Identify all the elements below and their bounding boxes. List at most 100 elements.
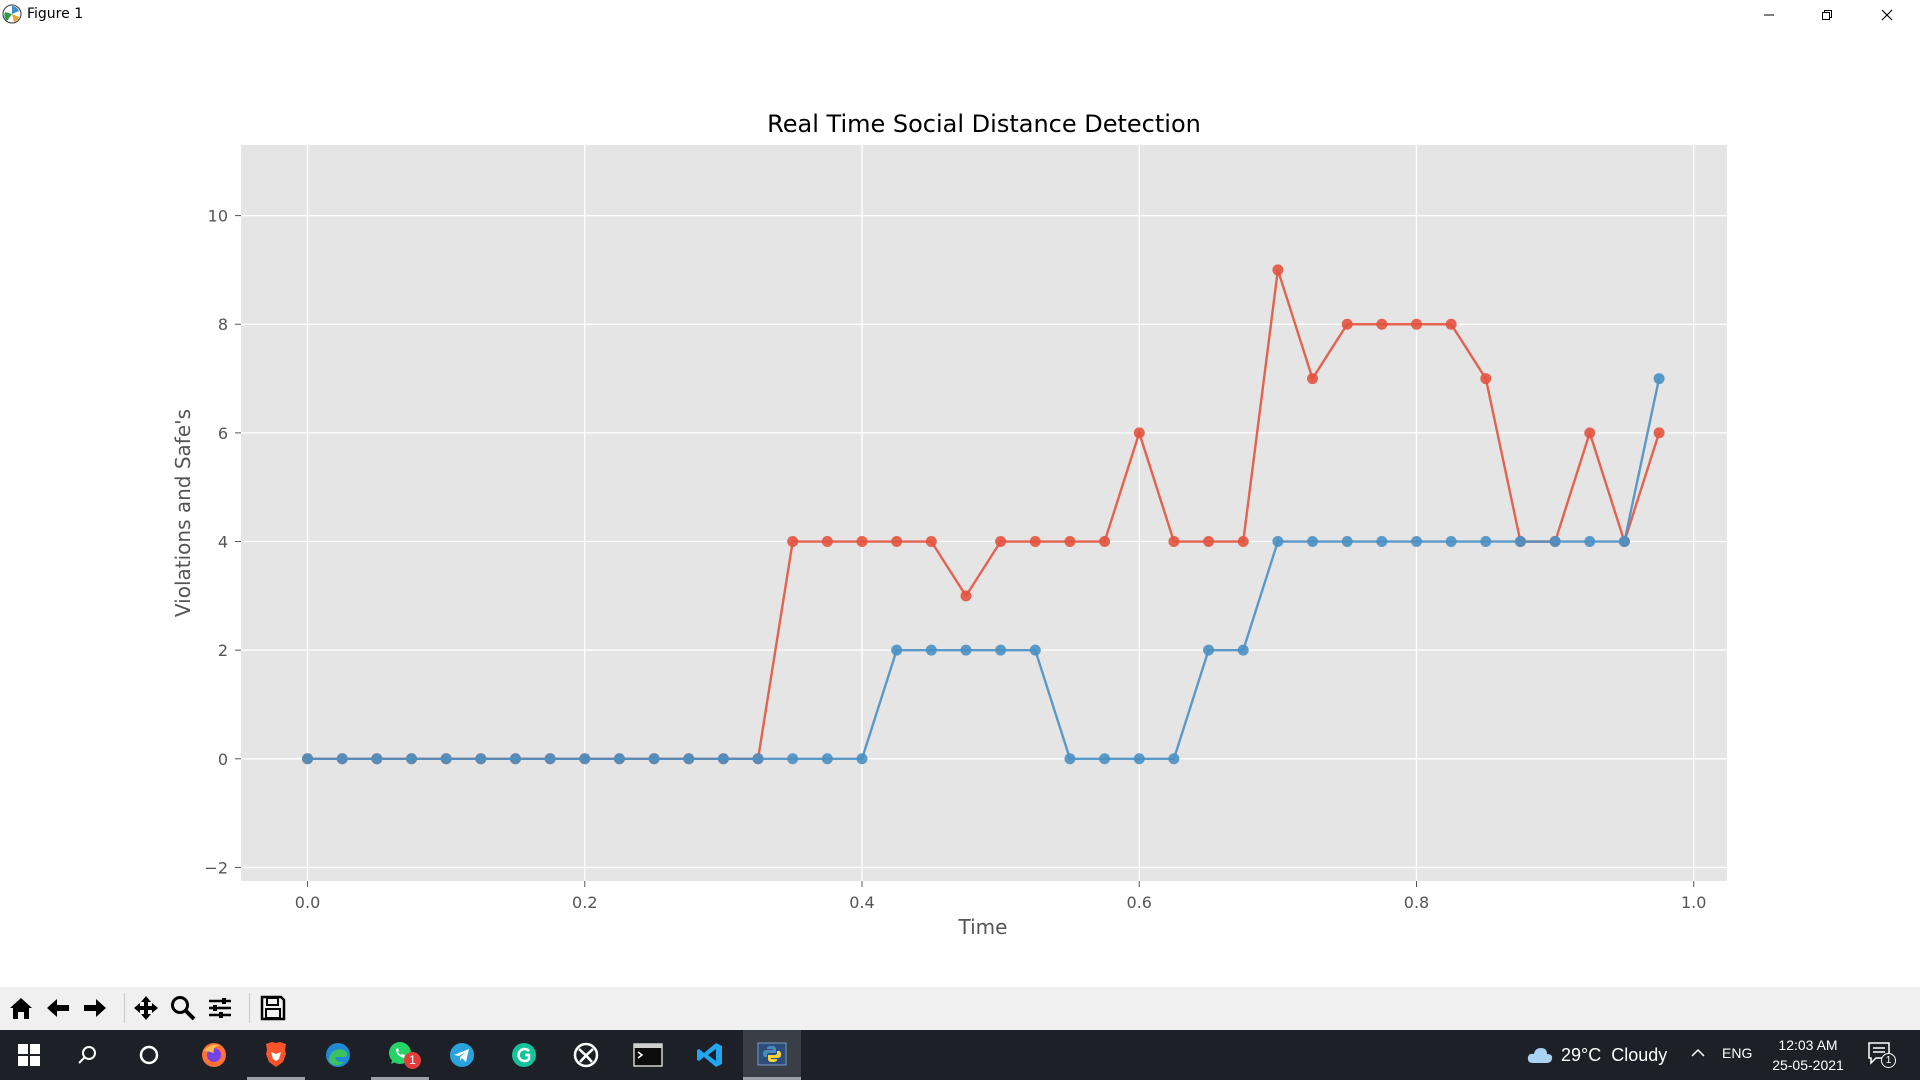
home-button[interactable]	[4, 991, 38, 1025]
data-point	[891, 644, 903, 656]
data-point	[1168, 753, 1180, 765]
cortana-icon	[139, 1045, 159, 1065]
data-point	[1584, 427, 1596, 439]
data-point	[613, 753, 625, 765]
firefox-taskbar-button[interactable]	[185, 1030, 243, 1080]
data-point	[1341, 318, 1353, 330]
data-point	[1653, 427, 1665, 439]
save-button[interactable]	[256, 991, 290, 1025]
home-icon	[10, 998, 32, 1019]
clock-date: 25-05-2021	[1772, 1057, 1844, 1073]
search-icon	[78, 1046, 96, 1064]
vscode-icon	[697, 1043, 722, 1067]
data-point	[1307, 536, 1319, 548]
data-point	[336, 753, 348, 765]
data-point	[1410, 536, 1422, 548]
data-point	[1064, 753, 1076, 765]
action-center-button[interactable]: 1	[1866, 1040, 1896, 1072]
data-point	[1376, 318, 1388, 330]
data-point	[302, 753, 314, 765]
forward-button[interactable]	[78, 991, 112, 1025]
window-titlebar: Figure 1	[0, 0, 1920, 29]
x-axis-label: Time	[958, 915, 1008, 939]
cloud-icon	[1527, 1048, 1553, 1063]
y-axis-label: Violations and Safe's	[171, 409, 195, 617]
matplotlib-icon	[2, 4, 22, 24]
x-tick-label: 0.0	[295, 893, 320, 912]
data-point	[1653, 373, 1665, 385]
start-button[interactable]	[0, 1030, 58, 1080]
data-point	[995, 536, 1007, 548]
restore-button[interactable]	[1798, 0, 1856, 29]
whatsapp-badge: 1	[404, 1052, 421, 1069]
data-point	[440, 753, 452, 765]
brave-taskbar-button[interactable]	[247, 1030, 305, 1080]
clock[interactable]: 12:03 AM 25-05-2021	[1758, 1035, 1858, 1075]
data-point	[648, 753, 660, 765]
data-point	[717, 753, 729, 765]
xbox-taskbar-button[interactable]	[557, 1030, 615, 1080]
save-icon	[260, 995, 286, 1021]
notification-icon	[1868, 1042, 1890, 1065]
firefox-icon	[202, 1043, 226, 1067]
data-point	[821, 753, 833, 765]
notification-badge: 1	[1881, 1053, 1896, 1068]
data-point	[1480, 373, 1492, 385]
navigation-toolbar	[0, 987, 1920, 1030]
plot-area	[241, 145, 1727, 881]
y-tick-label: 4	[218, 533, 228, 552]
pan-button[interactable]	[129, 991, 163, 1025]
figure-canvas[interactable]: 0.0 0.2 0.4 0.6 0.8 1.0 −2 0 2 4 6 8 10 Real Time So…	[0, 29, 1920, 987]
telegram-taskbar-button[interactable]	[433, 1030, 491, 1080]
x-tick-label: 0.4	[849, 893, 874, 912]
show-hidden-icons-button[interactable]	[1690, 1045, 1706, 1065]
data-point	[1618, 536, 1630, 548]
x-tick-label: 0.6	[1127, 893, 1152, 912]
data-point	[960, 590, 972, 602]
y-tick-label: −2	[204, 858, 228, 877]
data-point	[856, 753, 868, 765]
configure-button[interactable]	[203, 991, 237, 1025]
data-point	[1341, 536, 1353, 548]
taskbar-search-button[interactable]	[58, 1030, 116, 1080]
vscode-taskbar-button[interactable]	[681, 1030, 739, 1080]
language-indicator[interactable]: ENG	[1722, 1045, 1753, 1061]
data-point	[1029, 644, 1041, 656]
configure-icon	[209, 998, 231, 1018]
xbox-icon	[573, 1042, 599, 1068]
data-point	[683, 753, 695, 765]
cortana-button[interactable]	[120, 1030, 178, 1080]
data-point	[1410, 318, 1422, 330]
back-icon	[47, 999, 69, 1017]
y-tick-label: 0	[218, 750, 228, 769]
telegram-icon	[450, 1043, 474, 1067]
data-point	[475, 753, 487, 765]
whatsapp-taskbar-button[interactable]: 1	[371, 1030, 429, 1080]
weather-widget[interactable]: 29°C Cloudy	[1527, 1030, 1667, 1080]
data-point	[1133, 753, 1145, 765]
data-point	[371, 753, 383, 765]
data-point	[1272, 264, 1284, 276]
data-point	[995, 644, 1007, 656]
toolbar-separator	[249, 993, 250, 1023]
y-tick-label: 10	[208, 207, 228, 226]
windows-start-icon	[18, 1044, 40, 1066]
data-point	[544, 753, 556, 765]
python-taskbar-button[interactable]	[743, 1030, 801, 1080]
line-chart: 0.0 0.2 0.4 0.6 0.8 1.0 −2 0 2 4 6 8 10 Real Time So…	[171, 110, 1727, 939]
data-point	[1203, 536, 1215, 548]
grammarly-taskbar-button[interactable]	[495, 1030, 553, 1080]
data-point	[1168, 536, 1180, 548]
terminal-taskbar-button[interactable]	[619, 1030, 677, 1080]
zoom-button[interactable]	[166, 991, 200, 1025]
edge-icon	[326, 1043, 350, 1067]
data-point	[960, 644, 972, 656]
data-point	[925, 536, 937, 548]
minimize-button[interactable]	[1740, 0, 1798, 29]
close-button[interactable]	[1858, 0, 1916, 29]
edge-taskbar-button[interactable]	[309, 1030, 367, 1080]
data-point	[1376, 536, 1388, 548]
data-point	[1445, 318, 1457, 330]
zoom-icon	[171, 996, 196, 1021]
back-button[interactable]	[41, 991, 75, 1025]
